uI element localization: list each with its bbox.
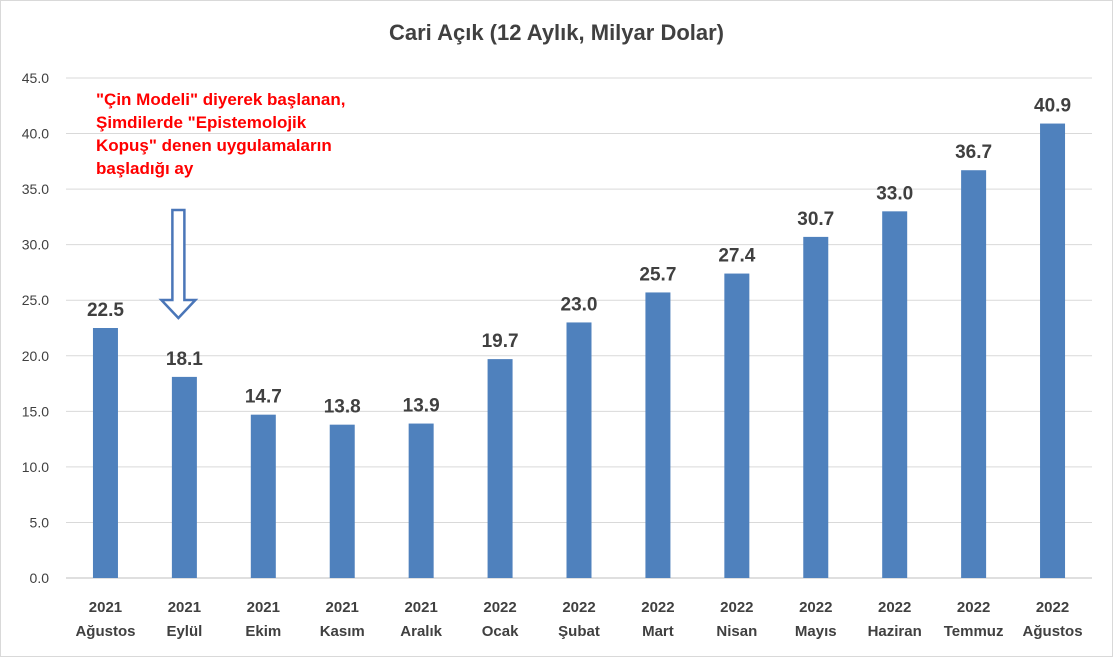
x-tick-label: 2022 <box>1036 599 1069 616</box>
y-tick-label: 15.0 <box>22 403 49 419</box>
x-tick-label: Mayıs <box>795 623 837 640</box>
x-tick-label: Haziran <box>868 623 922 640</box>
bar <box>1040 123 1066 579</box>
x-tick-label: Ağustos <box>1023 623 1083 640</box>
y-tick-label: 35.0 <box>22 181 49 197</box>
data-label: 13.8 <box>324 397 361 418</box>
bar <box>92 328 118 578</box>
data-label: 40.9 <box>1034 96 1071 117</box>
x-tick-label: 2021 <box>404 599 437 616</box>
arrow-down-icon <box>158 208 199 320</box>
y-tick-label: 10.0 <box>22 459 49 475</box>
bar <box>803 236 829 578</box>
bar <box>250 414 276 578</box>
data-label: 13.9 <box>403 396 440 417</box>
y-tick-label: 30.0 <box>22 237 49 253</box>
data-label: 25.7 <box>639 264 676 285</box>
x-tick-label: 2021 <box>89 599 122 616</box>
bar <box>329 424 355 578</box>
x-tick-label: Nisan <box>716 623 757 640</box>
annotation-arrow <box>158 208 199 320</box>
x-tick-label: 2022 <box>957 599 990 616</box>
bar <box>487 359 513 578</box>
bars <box>92 123 1066 579</box>
x-axis: 2021 Ağustos 2021 Eylül 2021 Ekim 2021 Kasım 202… <box>75 599 1082 640</box>
x-tick-label: Şubat <box>558 623 600 640</box>
y-tick-label: 0.0 <box>30 570 50 586</box>
x-tick-label: 2021 <box>247 599 280 616</box>
annotation-line: Şimdilerde "Epistemolojik <box>96 113 307 132</box>
annotation-text: "Çin Modeli" diyerek başlanan, Şimdilerd… <box>96 88 396 180</box>
y-axis: 0.0 5.0 10.0 15.0 20.0 25.0 30.0 35.0 40.0 45.0 <box>22 70 49 586</box>
x-tick-label: 2022 <box>562 599 595 616</box>
data-label: 23.0 <box>561 294 598 315</box>
data-label: 27.4 <box>718 246 755 267</box>
x-tick-label: 2021 <box>326 599 359 616</box>
data-label: 36.7 <box>955 142 992 163</box>
data-label: 33.0 <box>876 183 913 204</box>
data-label: 19.7 <box>482 331 519 352</box>
x-tick-label: Kasım <box>320 623 365 640</box>
x-tick-label: Ağustos <box>75 623 135 640</box>
x-tick-label: 2022 <box>878 599 911 616</box>
x-tick-label: 2022 <box>641 599 674 616</box>
bar <box>566 322 592 578</box>
y-tick-label: 45.0 <box>22 70 49 86</box>
x-tick-label: 2022 <box>483 599 516 616</box>
y-tick-label: 5.0 <box>30 514 50 530</box>
data-label: 18.1 <box>166 349 203 370</box>
data-label: 14.7 <box>245 387 282 408</box>
x-tick-label: 2022 <box>799 599 832 616</box>
y-tick-label: 25.0 <box>22 292 49 308</box>
chart-title: Cari Açık (12 Aylık, Milyar Dolar) <box>388 20 725 45</box>
y-tick-label: 40.0 <box>22 126 49 142</box>
bar <box>724 273 750 578</box>
x-tick-label: Temmuz <box>944 623 1004 640</box>
x-tick-label: Ocak <box>482 623 519 640</box>
x-tick-label: Ekim <box>245 623 281 640</box>
data-labels: 22.5 18.1 14.7 13.8 13.9 19.7 23.0 25.7 27.4 30.7… <box>87 96 1071 418</box>
annotation-line: başladığı ay <box>96 159 194 178</box>
x-tick-label: Mart <box>642 623 674 640</box>
annotation-line: Kopuş" denen uygulamaların <box>96 136 332 155</box>
bar <box>645 292 671 578</box>
x-tick-label: 2021 <box>168 599 201 616</box>
data-label: 22.5 <box>87 300 124 321</box>
bar <box>961 170 987 578</box>
x-tick-label: Eylül <box>166 623 202 640</box>
bar <box>171 376 197 578</box>
annotation-line: "Çin Modeli" diyerek başlanan, <box>96 90 346 109</box>
y-tick-label: 20.0 <box>22 348 49 364</box>
x-tick-label: Aralık <box>400 623 442 640</box>
data-label: 30.7 <box>797 209 834 230</box>
bar <box>408 423 434 578</box>
x-tick-label: 2022 <box>720 599 753 616</box>
bar <box>882 211 908 579</box>
